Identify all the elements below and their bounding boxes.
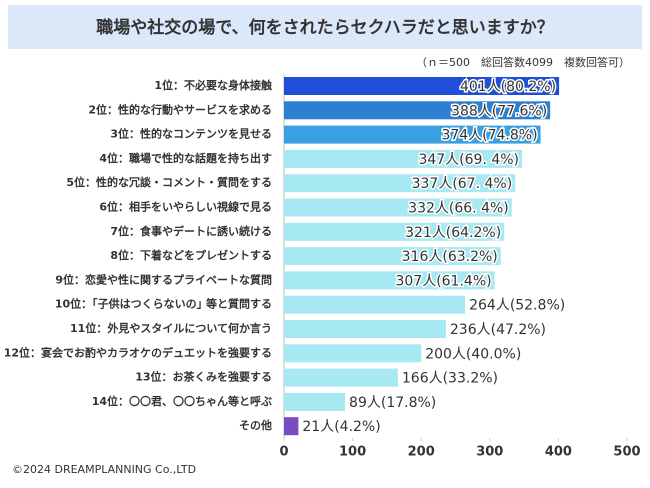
value-label: 236人(47.2%) (450, 322, 546, 338)
y-tick-label: 9位：恋愛や性に関するプライベートな質問 (55, 272, 272, 286)
y-tick-label: 7位：食事やデートに誘い続ける (110, 224, 272, 238)
value-label: 401人(80.2%) (460, 79, 556, 95)
value-label: 307人(61.4%) (395, 273, 491, 289)
y-tick-label: 6位：相手をいやらしい視線で見る (99, 200, 272, 214)
bar (284, 417, 299, 436)
bar (284, 368, 398, 387)
bar (284, 295, 466, 314)
value-label: 388人(77.6%) (451, 103, 547, 119)
value-label: 264人(52.8%) (469, 298, 565, 314)
y-tick-label: 2位：性的な行動やサービスを求める (88, 102, 272, 116)
bar (284, 198, 512, 217)
y-tick-label: その他 (239, 418, 272, 432)
y-tick-label: 8位：下着などをプレゼントする (110, 248, 272, 262)
value-label: 21人(4.2%) (302, 419, 380, 435)
x-tick-label: 200 (408, 445, 435, 460)
value-label: 347人(69. 4%) (418, 152, 519, 168)
value-label: 332人(66. 4%) (408, 201, 509, 217)
y-tick-label: 12位：宴会でお酌やカラオケのデュエットを強要する (4, 345, 272, 359)
bar (284, 149, 523, 168)
bar (284, 392, 346, 411)
x-tick-label: 400 (545, 445, 572, 460)
bar (284, 271, 495, 290)
chart-title: 職場や社交の場で、何をされたらセクハラだと思いますか？ (96, 17, 553, 38)
y-tick-label: 11位：外見やスタイルについて何か言う (70, 321, 272, 335)
y-tick-label: 5位：性的な冗談・コメント・質問をする (66, 175, 272, 189)
subtitle: （ｎ＝500 総回答数4099 複数回答可） (416, 55, 630, 69)
bar (284, 125, 541, 144)
x-tick-label: 0 (279, 445, 288, 460)
y-tick-label: 14位：〇〇君、〇〇ちゃん等と呼ぶ (92, 394, 272, 408)
y-tick-label: 10位：｢子供はつくらないの｣ 等と質問する (55, 297, 272, 311)
bar (284, 222, 505, 241)
bar (284, 247, 501, 266)
value-label: 200人(40.0%) (425, 346, 521, 362)
x-tick-label: 500 (613, 445, 640, 460)
y-tick-label: 1位：不必要な身体接触 (154, 78, 272, 92)
value-label: 316人(63.2%) (402, 249, 498, 265)
title-banner (8, 5, 642, 49)
value-label: 166人(33.2%) (402, 371, 498, 387)
bar (284, 344, 422, 363)
y-tick-label: 13位：お茶くみを強要する (135, 370, 272, 384)
bar (284, 101, 551, 120)
bar (284, 174, 516, 193)
y-tick-label: 3位：性的なコンテンツを見せる (110, 127, 272, 141)
footer: ©2024 DREAMPLANNING Co.,LTD (12, 463, 196, 476)
y-tick-label: 4位：職場で性的な話題を持ち出す (99, 151, 272, 165)
bar (284, 320, 446, 338)
value-label: 374人(74.8%) (441, 128, 537, 144)
value-label: 89人(17.8%) (349, 395, 436, 411)
x-tick-label: 100 (339, 445, 366, 460)
value-label: 321人(64.2%) (405, 225, 501, 241)
bar (284, 77, 560, 95)
x-tick-label: 300 (476, 445, 503, 460)
value-label: 337人(67. 4%) (412, 176, 513, 192)
